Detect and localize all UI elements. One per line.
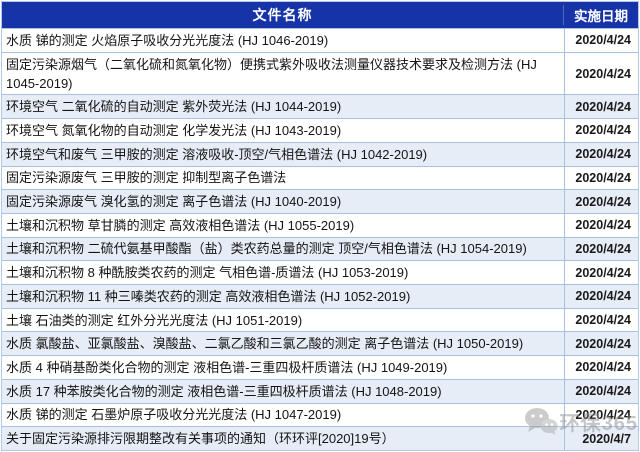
doc-name-cell: 水质 4 种硝基酚类化合物的测定 液相色谱-三重四极杆质谱法 (HJ 1049-… [2,356,564,379]
doc-date-cell: 2020/4/24 [564,285,638,308]
doc-name: 环境空气和废气 三甲胺的测定 溶液吸收-顶空/气相色谱法 (HJ 1042-20… [6,146,428,162]
doc-date-cell: 2020/4/24 [564,261,638,285]
doc-date: 2020/4/24 [575,336,631,351]
doc-date: 2020/4/24 [575,194,631,209]
table-row: 固定污染源废气 溴化氢的测定 离子色谱法 (HJ 1040-2019) 2020… [2,189,638,213]
doc-date-cell: 2020/4/24 [564,29,638,52]
doc-name-cell: 土壤和沉积物 11 种三嗪类农药的测定 高效液相色谱法 (HJ 1052-201… [2,285,564,308]
doc-date: 2020/4/24 [575,218,631,233]
table-row: 土壤和沉积物 8 种酰胺类农药的测定 气相色谱-质谱法 (HJ 1053-201… [2,260,638,285]
table-row: 土壤 石油类的测定 红外分光光度法 (HJ 1051-2019) 2020/4/… [2,307,638,332]
doc-name-cell: 关于固定污染源排污限期整改有关事项的通知（环环评[2020]19号） [2,427,564,450]
doc-date-cell: 2020/4/24 [564,142,638,166]
doc-date-cell: 2020/4/24 [564,52,638,95]
doc-date: 2020/4/24 [575,384,631,399]
table-header-row: 文件名称 实施日期 [2,2,638,28]
doc-name-cell: 固定污染源烟气（二氧化硫和氮氧化物）便携式紫外吸收法测量仪器技术要求及检测方法 … [2,53,564,95]
doc-name-cell: 土壤 石油类的测定 红外分光光度法 (HJ 1051-2019) [2,309,564,332]
doc-name: 水质 4 种硝基酚类化合物的测定 液相色谱-三重四极杆质谱法 (HJ 1049-… [6,359,448,375]
doc-date-cell: 2020/4/24 [564,237,638,261]
doc-name: 环境空气 氮氧化物的自动测定 化学发光法 (HJ 1043-2019) [6,122,342,138]
table-row: 固定污染源废气 三甲胺的测定 抑制型离子色谱法 2020/4/24 [2,165,638,190]
doc-date-cell: 2020/4/24 [564,166,638,190]
table-row: 关于固定污染源排污限期整改有关事项的通知（环环评[2020]19号） 2020/… [2,426,638,450]
table-row: 水质 4 种硝基酚类化合物的测定 液相色谱-三重四极杆质谱法 (HJ 1049-… [2,355,638,379]
doc-date: 2020/4/24 [575,123,631,138]
doc-name: 水质 氯酸盐、亚氯酸盐、溴酸盐、二氯乙酸和三氯乙酸的测定 离子色谱法 (HJ 1… [6,336,524,352]
table-row: 水质 氯酸盐、亚氯酸盐、溴酸盐、二氯乙酸和三氯乙酸的测定 离子色谱法 (HJ 1… [2,331,638,356]
doc-name: 固定污染源废气 溴化氢的测定 离子色谱法 (HJ 1040-2019) [6,194,342,210]
table-body: 水质 锑的测定 火焰原子吸收分光光度法 (HJ 1046-2019) 2020/… [2,28,638,450]
table-row: 土壤和沉积物 11 种三嗪类农药的测定 高效液相色谱法 (HJ 1052-201… [2,284,638,308]
doc-name: 土壤和沉积物 二硫代氨基甲酸酯（盐）类农药总量的测定 顶空/气相色谱法 (HJ … [6,241,527,257]
doc-name-cell: 水质 17 种苯胺类化合物的测定 液相色谱-三重四极杆质谱法 (HJ 1048-… [2,380,564,403]
doc-date-cell: 2020/4/24 [564,379,638,403]
doc-name: 土壤 石油类的测定 红外分光光度法 (HJ 1051-2019) [6,312,303,328]
doc-date-cell: 2020/4/24 [564,403,638,427]
doc-name-cell: 水质 锑的测定 石墨炉原子吸收分光光度法 (HJ 1047-2019) [2,404,564,427]
doc-date: 2020/4/24 [575,289,631,304]
table-row: 水质 锑的测定 石墨炉原子吸收分光光度法 (HJ 1047-2019) 2020… [2,402,638,427]
doc-date-cell: 2020/4/24 [564,190,638,213]
doc-name: 水质 锑的测定 火焰原子吸收分光光度法 (HJ 1046-2019) [6,32,329,48]
doc-name: 固定污染源烟气（二氧化硫和氮氧化物）便携式紫外吸收法测量仪器技术要求及检测方法 … [6,56,537,91]
table-row: 土壤和沉积物 草甘膦的测定 高效液相色谱法 (HJ 1055-2019) 202… [2,212,638,237]
doc-date: 2020/4/24 [575,313,631,328]
table-row: 固定污染源烟气（二氧化硫和氮氧化物）便携式紫外吸收法测量仪器技术要求及检测方法 … [2,51,638,95]
doc-date-cell: 2020/4/24 [564,332,638,356]
doc-name-cell: 环境空气和废气 三甲胺的测定 溶液吸收-顶空/气相色谱法 (HJ 1042-20… [2,143,564,166]
doc-date-cell: 2020/4/24 [564,308,638,332]
doc-name: 关于固定污染源排污限期整改有关事项的通知（环环评[2020]19号） [6,431,395,447]
table-row: 水质 锑的测定 火焰原子吸收分光光度法 (HJ 1046-2019) 2020/… [2,28,638,52]
table-row: 水质 17 种苯胺类化合物的测定 液相色谱-三重四极杆质谱法 (HJ 1048-… [2,378,638,403]
doc-name: 环境空气 二氧化硫的自动测定 紫外荧光法 (HJ 1044-2019) [6,99,342,115]
doc-name-cell: 环境空气 二氧化硫的自动测定 紫外荧光法 (HJ 1044-2019) [2,95,564,118]
doc-date: 2020/4/7 [582,431,631,446]
doc-date: 2020/4/24 [575,33,631,48]
doc-name: 土壤和沉积物 草甘膦的测定 高效液相色谱法 (HJ 1055-2019) [6,217,355,233]
doc-name-cell: 土壤和沉积物 8 种酰胺类农药的测定 气相色谱-质谱法 (HJ 1053-201… [2,261,564,284]
doc-name: 水质 锑的测定 石墨炉原子吸收分光光度法 (HJ 1047-2019) [6,407,342,423]
doc-name: 固定污染源废气 三甲胺的测定 抑制型离子色谱法 [6,170,287,186]
column-header-implementation-date: 实施日期 [563,5,638,25]
doc-date: 2020/4/24 [575,241,631,256]
doc-name-cell: 水质 锑的测定 火焰原子吸收分光光度法 (HJ 1046-2019) [2,29,564,52]
table-row: 土壤和沉积物 二硫代氨基甲酸酯（盐）类农药总量的测定 顶空/气相色谱法 (HJ … [2,236,638,261]
doc-date-cell: 2020/4/24 [564,95,638,119]
doc-date-cell: 2020/4/7 [564,427,638,450]
doc-name-cell: 土壤和沉积物 二硫代氨基甲酸酯（盐）类农药总量的测定 顶空/气相色谱法 (HJ … [2,238,564,261]
doc-name: 水质 17 种苯胺类化合物的测定 液相色谱-三重四极杆质谱法 (HJ 1048-… [6,383,442,399]
doc-date-cell: 2020/4/24 [564,356,638,379]
doc-name-cell: 土壤和沉积物 草甘膦的测定 高效液相色谱法 (HJ 1055-2019) [2,214,564,237]
doc-date: 2020/4/24 [575,265,631,280]
column-header-file-name: 文件名称 [252,7,313,23]
doc-date-cell: 2020/4/24 [564,119,638,142]
doc-name: 土壤和沉积物 11 种三嗪类农药的测定 高效液相色谱法 (HJ 1052-201… [6,288,411,304]
doc-name-cell: 固定污染源废气 溴化氢的测定 离子色谱法 (HJ 1040-2019) [2,190,564,213]
doc-name-cell: 环境空气 氮氧化物的自动测定 化学发光法 (HJ 1043-2019) [2,119,564,142]
table-row: 环境空气 氮氧化物的自动测定 化学发光法 (HJ 1043-2019) 2020… [2,118,638,142]
doc-date-cell: 2020/4/24 [564,213,638,237]
table-row: 环境空气 二氧化硫的自动测定 紫外荧光法 (HJ 1044-2019) 2020… [2,94,638,119]
doc-date: 2020/4/24 [575,99,631,114]
doc-date: 2020/4/24 [575,360,631,375]
table-row: 环境空气和废气 三甲胺的测定 溶液吸收-顶空/气相色谱法 (HJ 1042-20… [2,141,638,166]
doc-date: 2020/4/24 [575,147,631,162]
doc-date: 2020/4/24 [575,170,631,185]
doc-name-cell: 水质 氯酸盐、亚氯酸盐、溴酸盐、二氯乙酸和三氯乙酸的测定 离子色谱法 (HJ 1… [2,332,564,355]
doc-name-cell: 固定污染源废气 三甲胺的测定 抑制型离子色谱法 [2,167,564,190]
doc-date: 2020/4/24 [575,407,631,422]
doc-date: 2020/4/24 [575,66,631,81]
doc-name: 土壤和沉积物 8 种酰胺类农药的测定 气相色谱-质谱法 (HJ 1053-201… [6,265,409,281]
